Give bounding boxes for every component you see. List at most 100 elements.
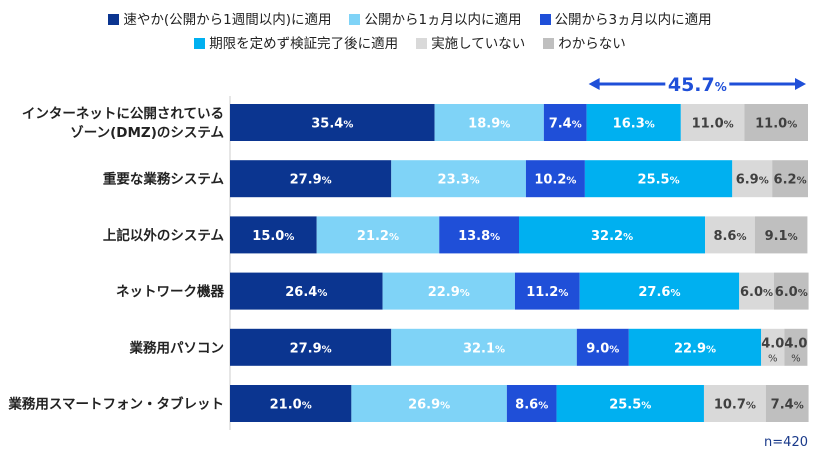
data-label: 32.1% [463,341,505,356]
bar-segment [514,272,580,310]
legend-swatch [194,38,206,49]
data-label: 26.9% [408,398,450,413]
data-label: 10.7% [714,398,756,413]
bar-segment [351,385,507,422]
bar-segment [761,328,785,366]
data-label: 18.9% [468,117,510,132]
data-label: 8.6% [515,398,548,413]
data-label: 23.3% [438,173,480,188]
category-label: ゾーン(DMZ)のシステム [70,125,224,141]
legend-swatch [416,38,428,49]
bar-segment [230,272,383,310]
legend-item: 期限を定めず検証完了後に適用 [194,32,398,52]
legend-item: 公開から3ヵ月以内に適用 [539,8,712,28]
legend-label: 期限を定めず検証完了後に適用 [209,36,399,52]
data-label: 6.0% [775,285,808,300]
category-label: 上記以外のシステム [103,227,224,244]
data-label: 10.2% [534,173,576,188]
bar-segment [439,216,519,254]
bar-segment [391,160,526,198]
legend-swatch [539,14,551,25]
legend-label: わからない [558,36,626,52]
bar-segment [576,328,629,366]
data-label: 25.5% [638,173,680,188]
data-label: 25.5% [609,398,651,413]
bar-segment [230,216,317,254]
legend-row-2: 期限を定めず検証完了後に適用 実施していない わからない [0,32,820,52]
category-label: インターネットに公開されている [22,106,224,122]
data-label-unit: % [768,353,778,364]
bar-segment [586,104,681,141]
data-label: 26.4% [285,285,327,300]
bar-segment [556,385,704,422]
bar-segment [784,328,808,366]
data-label: 9.1% [765,229,798,244]
bar-segment [525,160,585,198]
bar-segment [765,385,809,422]
bar-segment [744,104,808,141]
legend-item: 速やか(公開から1週間以内)に適用 [108,8,331,28]
bar-segment [680,104,745,141]
bar-segment [773,272,809,310]
bar-segment [230,160,392,198]
bar-segment [434,104,544,141]
bar-segment [519,216,706,254]
data-label: 35.4% [311,117,353,132]
arrow-right-head-icon [795,78,806,90]
annotation-label: 45.7% [668,74,727,96]
bar-segment [382,272,515,310]
data-label: 8.6% [713,229,746,244]
data-label: 7.4% [771,398,804,413]
data-label: 4.0 [761,336,784,351]
data-label: 15.0% [252,229,294,244]
legend-item: わからない [543,32,626,52]
bar-segment [772,160,808,198]
legend-row-1: 速やか(公開から1週間以内)に適用 公開から1ヵ月以内に適用 公開から3ヵ月以内に適… [0,8,820,28]
data-label: 27.9% [290,173,332,188]
bar-segment [230,385,352,422]
bar-segment [732,160,773,198]
data-label: 4.0 [784,336,807,351]
data-label: 21.0% [270,398,312,413]
bar-segment [230,328,392,366]
bar-segment [230,104,435,141]
bar-segment [316,216,440,254]
arrow-left-head-icon [588,78,600,90]
category-label: 重要な業務システム [103,171,224,188]
legend-item: 実施していない [416,32,525,52]
data-label: 13.8% [458,229,500,244]
category-label: 業務用パソコン [129,339,225,356]
sample-size-note: n=420 [764,435,808,450]
data-label: 11.0% [692,117,734,132]
category-label: ネットワーク機器 [116,283,224,300]
annotation-bg [665,72,730,96]
legend-swatch [543,38,555,49]
data-label: 6.9% [736,173,769,188]
data-label: 16.3% [613,117,655,132]
data-label: 6.0% [740,285,773,300]
legend-label: 実施していない [431,36,526,52]
bar-segment [506,385,557,422]
legend-swatch [108,14,120,25]
data-label: 22.9% [428,285,470,300]
data-label: 11.2% [526,285,568,300]
data-label: 6.2% [774,173,807,188]
bar-segment [584,160,733,198]
data-label: 27.9% [290,341,332,356]
bar-segment [705,216,755,254]
legend-label: 公開から3ヵ月以内に適用 [554,12,712,28]
bar-segment [754,216,808,254]
data-label: 7.4% [549,117,582,132]
legend-label: 公開から1ヵ月以内に適用 [364,12,522,28]
legend-item: 公開から1ヵ月以内に適用 [349,8,522,28]
category-label: 業務用スマートフォン・タブレット [7,396,224,413]
data-label-unit: % [791,353,801,364]
bar-segment [579,272,740,310]
data-label: 32.2% [591,229,633,244]
bar-segment [703,385,766,422]
bar-segment [739,272,774,310]
data-label: 27.6% [638,285,680,300]
data-label: 22.9% [674,341,716,356]
